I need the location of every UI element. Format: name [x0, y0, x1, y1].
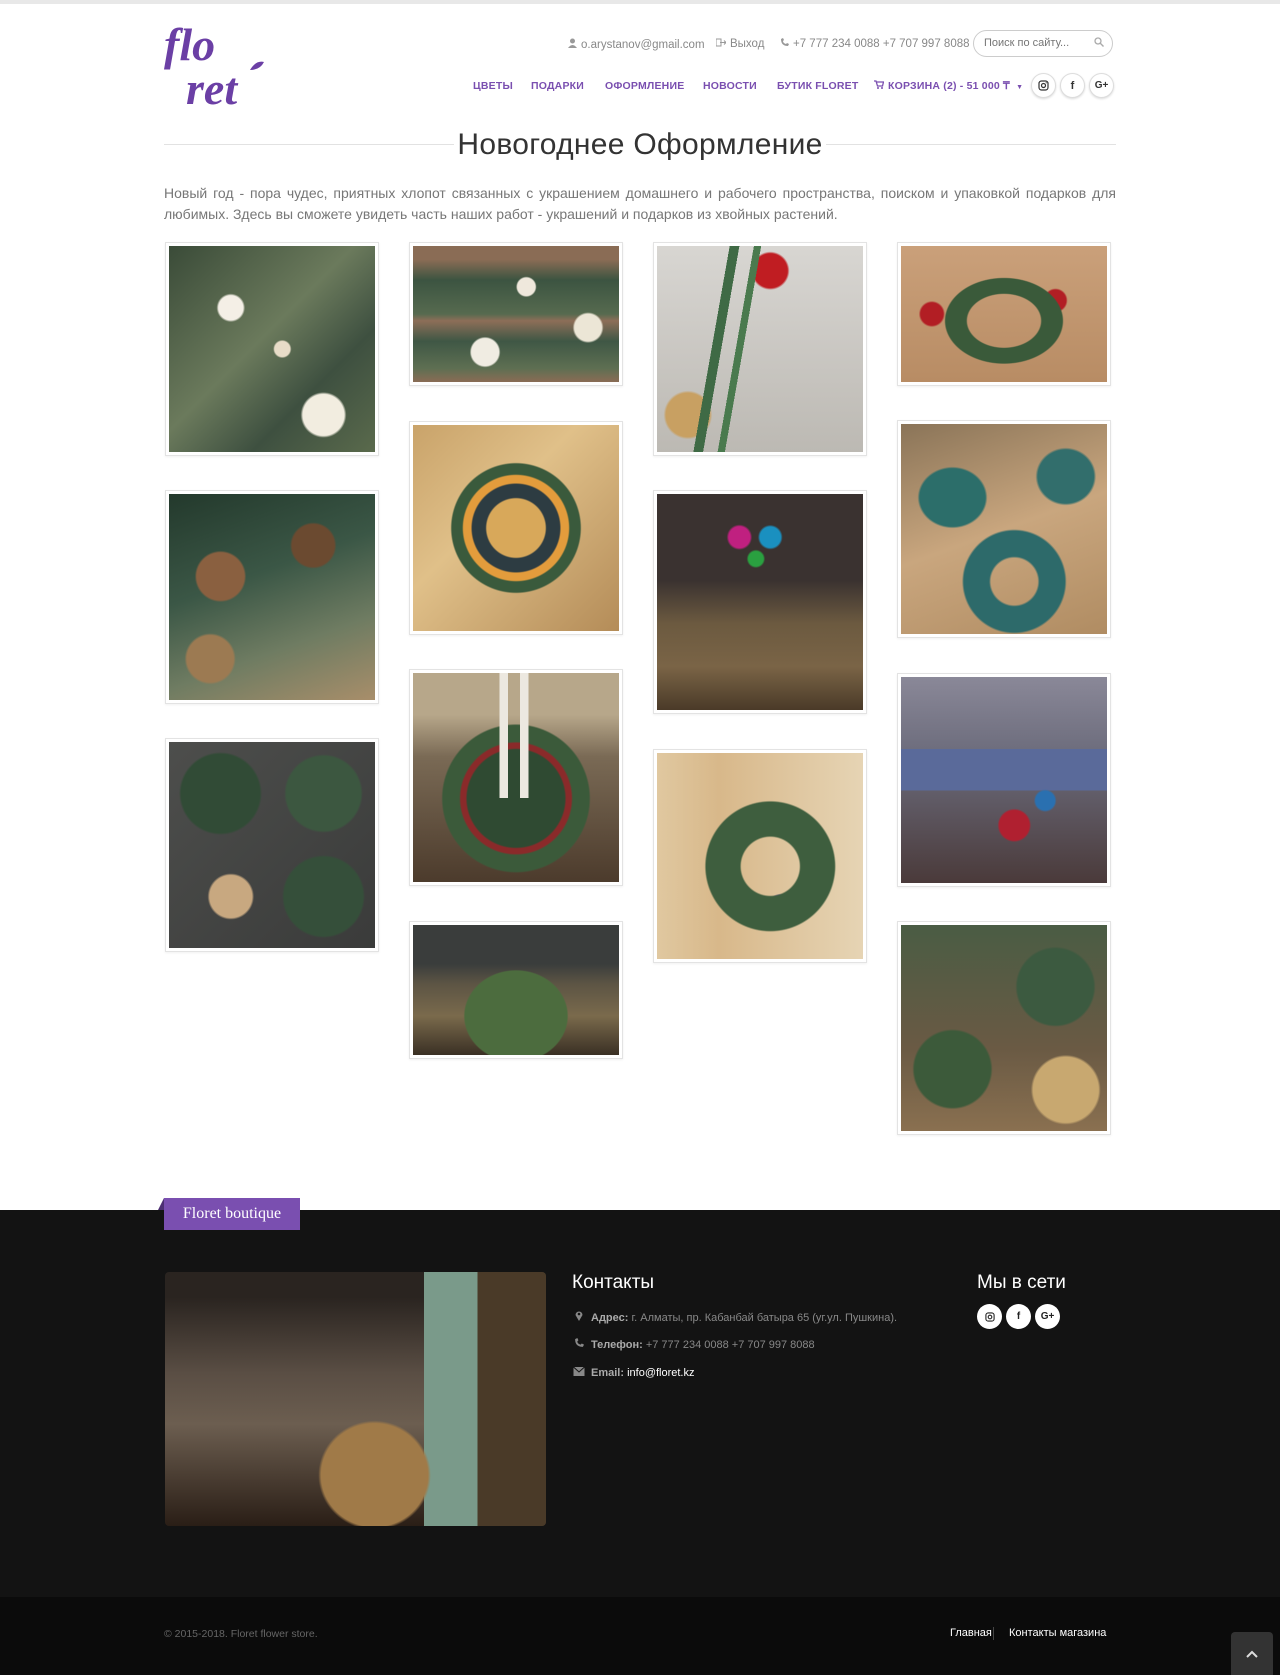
search-icon[interactable] [1094, 37, 1104, 47]
intro-text: Новый год - пора чудес, приятных хлопот … [164, 185, 1116, 222]
email-link[interactable]: info@floret.kz [627, 1367, 695, 1379]
scroll-to-top-button[interactable] [1231, 1632, 1273, 1675]
nav-item-decor[interactable]: Оформление [605, 80, 685, 92]
social-title: Мы в сети [977, 1272, 1066, 1293]
contacts-title: Контакты [572, 1272, 655, 1293]
bottom-bar [0, 1597, 1280, 1675]
address-label: Адрес: [591, 1312, 629, 1324]
gallery-photo[interactable] [897, 420, 1111, 638]
logout-icon [716, 38, 726, 47]
chevron-down-icon: ▼ [1016, 84, 1024, 91]
title-divider-right [826, 144, 1116, 145]
phone-value: +7 777 234 0088 +7 707 997 8088 [645, 1339, 815, 1351]
gallery-photo[interactable] [653, 242, 867, 456]
nav-item-news[interactable]: Новости [703, 80, 757, 92]
ribbon-fold [158, 1198, 164, 1210]
gallery-photo[interactable] [653, 749, 867, 963]
chevron-up-icon [1246, 1650, 1258, 1658]
gallery-photo[interactable] [409, 921, 623, 1059]
top-bar: o.arystanov@gmail.com Выход +7 777 234 0… [0, 38, 1280, 58]
search-input[interactable] [984, 37, 1089, 49]
facebook-icon[interactable]: f [1006, 1304, 1031, 1329]
footer-link-home[interactable]: Главная [950, 1627, 992, 1639]
user-account[interactable]: o.arystanov@gmail.com [568, 38, 705, 51]
google-plus-icon[interactable]: G+ [1035, 1304, 1060, 1329]
gallery-photo[interactable] [653, 490, 867, 714]
address-value: г. Алматы, пр. Кабанбай батыра 65 (уг.ул… [631, 1312, 898, 1324]
instagram-icon[interactable] [977, 1304, 1002, 1329]
envelope-icon [573, 1367, 585, 1376]
gallery-photo[interactable] [409, 421, 623, 635]
cart-link[interactable]: Корзина (2) - 51 000 ₸ ▼ [874, 80, 1023, 92]
header-phones: +7 777 234 0088 +7 707 997 8088 [780, 38, 970, 50]
nav-item-gifts[interactable]: Подарки [531, 80, 584, 92]
gallery-photo[interactable] [897, 921, 1111, 1135]
user-icon [568, 38, 577, 48]
phones-text: +7 777 234 0088 +7 707 997 8088 [793, 38, 970, 50]
logo-text-2: ret [186, 63, 238, 110]
gallery-photo[interactable] [165, 242, 379, 456]
logout-link[interactable]: Выход [716, 38, 764, 50]
phone-icon [575, 1338, 584, 1347]
google-plus-icon[interactable]: G+ [1089, 73, 1114, 98]
cart-icon [874, 80, 885, 89]
footer-link-divider [993, 1627, 994, 1640]
footer-ribbon: Floret boutique [164, 1198, 300, 1230]
gallery-photo[interactable] [165, 738, 379, 952]
gallery-photo[interactable] [897, 673, 1111, 887]
boutique-photo [165, 1272, 546, 1526]
facebook-icon[interactable]: f [1060, 73, 1085, 98]
phone-icon [781, 38, 789, 46]
top-border [0, 0, 1280, 4]
instagram-icon[interactable] [1031, 73, 1056, 98]
contact-phone: Телефон: +7 777 234 0088 +7 707 997 8088 [572, 1338, 815, 1351]
phone-label: Телефон: [591, 1339, 643, 1351]
user-email: o.arystanov@gmail.com [581, 39, 705, 51]
email-label: Email: [591, 1367, 625, 1379]
contact-email: Email: info@floret.kz [572, 1367, 695, 1379]
gallery-photo[interactable] [409, 669, 623, 886]
footer-link-contacts[interactable]: Контакты магазина [1009, 1627, 1107, 1639]
gallery-photo[interactable] [897, 242, 1111, 386]
nav-item-flowers[interactable]: Цветы [473, 80, 513, 92]
map-marker-icon [575, 1311, 583, 1321]
contact-address: Адрес: г. Алматы, пр. Кабанбай батыра 65… [572, 1310, 897, 1324]
cart-label: Корзина (2) - 51 000 ₸ [888, 80, 1010, 92]
logout-label: Выход [730, 38, 765, 50]
page-title-wrap: Новогоднее Оформление [164, 128, 1116, 164]
gallery-photo[interactable] [165, 490, 379, 704]
page-title: Новогоднее Оформление [457, 128, 823, 161]
logo-text-1: flo [164, 20, 215, 70]
search-box[interactable] [973, 30, 1113, 57]
title-divider-left [164, 144, 454, 145]
nav-item-boutique[interactable]: Бутик Floret [777, 80, 859, 92]
gallery-photo[interactable] [409, 242, 623, 386]
copyright: © 2015-2018. Floret flower store. [164, 1628, 318, 1640]
logo[interactable]: flo ret [164, 19, 282, 114]
